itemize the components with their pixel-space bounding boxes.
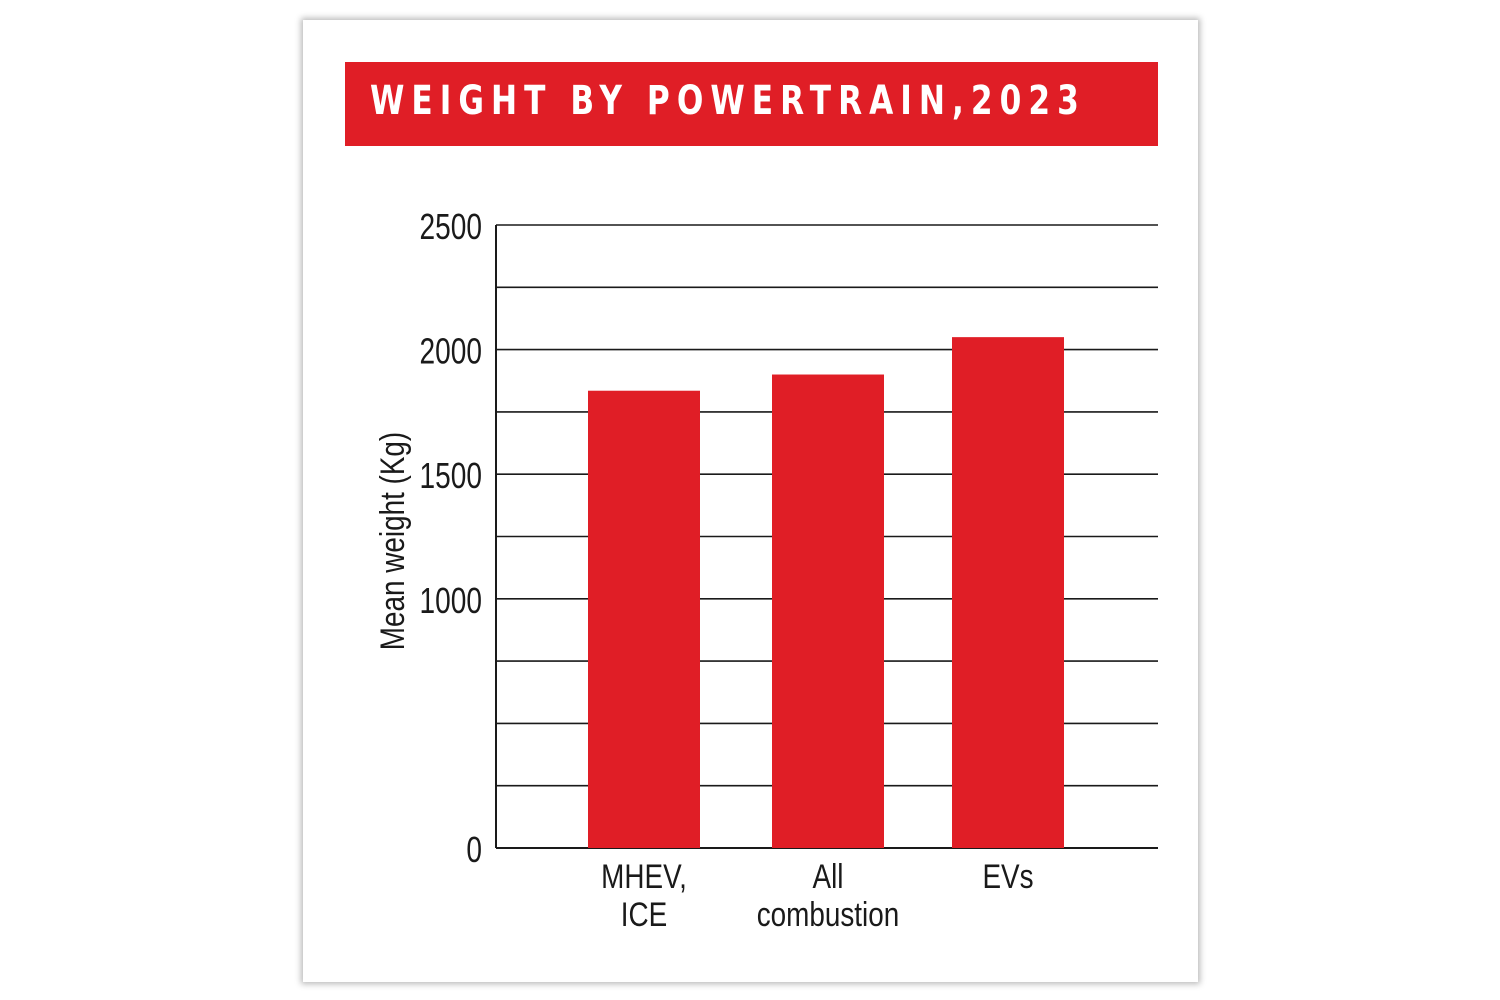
- x-category-labels: MHEV, ICE All combustion EVs: [601, 857, 1033, 933]
- bar: [588, 390, 700, 848]
- bars: [588, 337, 1064, 848]
- x-category-label: All combustion: [757, 857, 900, 933]
- y-tick-label: 1500: [420, 456, 482, 496]
- x-category-label: MHEV, ICE: [601, 857, 687, 933]
- y-tick-label: 2500: [420, 207, 482, 247]
- y-tick-label: 0: [466, 830, 482, 870]
- bar: [952, 337, 1064, 848]
- x-category-label: EVs: [982, 857, 1033, 895]
- y-axis-label: Mean weight (Kg): [373, 432, 411, 650]
- y-tick-label: 2000: [420, 331, 482, 371]
- y-tick-label: 1000: [420, 580, 482, 620]
- bar: [772, 374, 884, 848]
- title-banner: [345, 62, 1158, 146]
- chart-title: WEIGHT BY POWERTRAIN,2023: [370, 78, 1086, 124]
- y-tick-labels: 0 1000 1500 2000 2500: [420, 207, 482, 870]
